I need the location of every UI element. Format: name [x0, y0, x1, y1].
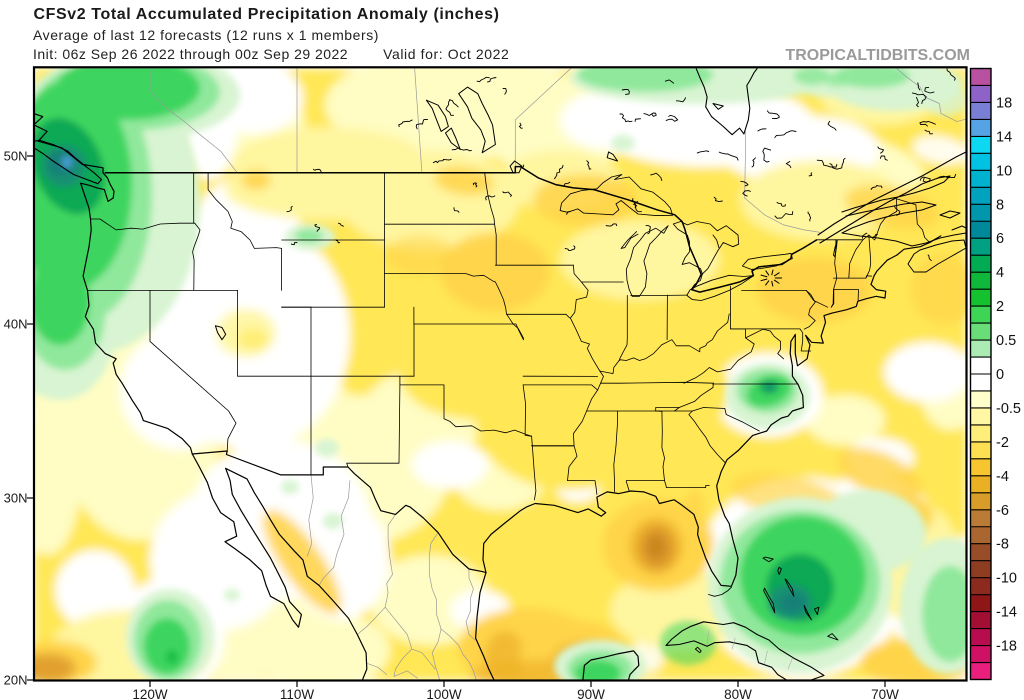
svg-text:90W: 90W	[577, 687, 605, 700]
svg-text:-18: -18	[996, 639, 1017, 655]
svg-text:40N: 40N	[4, 317, 28, 332]
svg-text:-4: -4	[996, 469, 1009, 485]
svg-text:120W: 120W	[132, 687, 168, 700]
svg-text:30N: 30N	[4, 491, 28, 506]
svg-text:-14: -14	[996, 605, 1017, 621]
svg-text:8: 8	[996, 197, 1004, 213]
svg-text:6: 6	[996, 231, 1004, 247]
svg-text:110W: 110W	[280, 687, 315, 700]
svg-text:0: 0	[996, 367, 1004, 383]
svg-text:100W: 100W	[426, 687, 462, 700]
svg-text:10: 10	[996, 163, 1012, 179]
svg-text:14: 14	[996, 129, 1012, 145]
svg-text:0.5: 0.5	[996, 333, 1016, 349]
svg-text:-2: -2	[996, 435, 1009, 451]
svg-text:70W: 70W	[871, 687, 899, 700]
svg-text:4: 4	[996, 265, 1004, 281]
svg-text:-10: -10	[996, 571, 1017, 587]
svg-text:80W: 80W	[724, 687, 752, 700]
svg-text:20N: 20N	[4, 673, 28, 688]
svg-text:-8: -8	[996, 537, 1009, 553]
svg-text:-0.5: -0.5	[996, 401, 1021, 417]
svg-text:50N: 50N	[4, 149, 28, 164]
svg-text:2: 2	[996, 299, 1004, 315]
svg-text:18: 18	[996, 95, 1012, 111]
svg-text:-6: -6	[996, 503, 1009, 519]
